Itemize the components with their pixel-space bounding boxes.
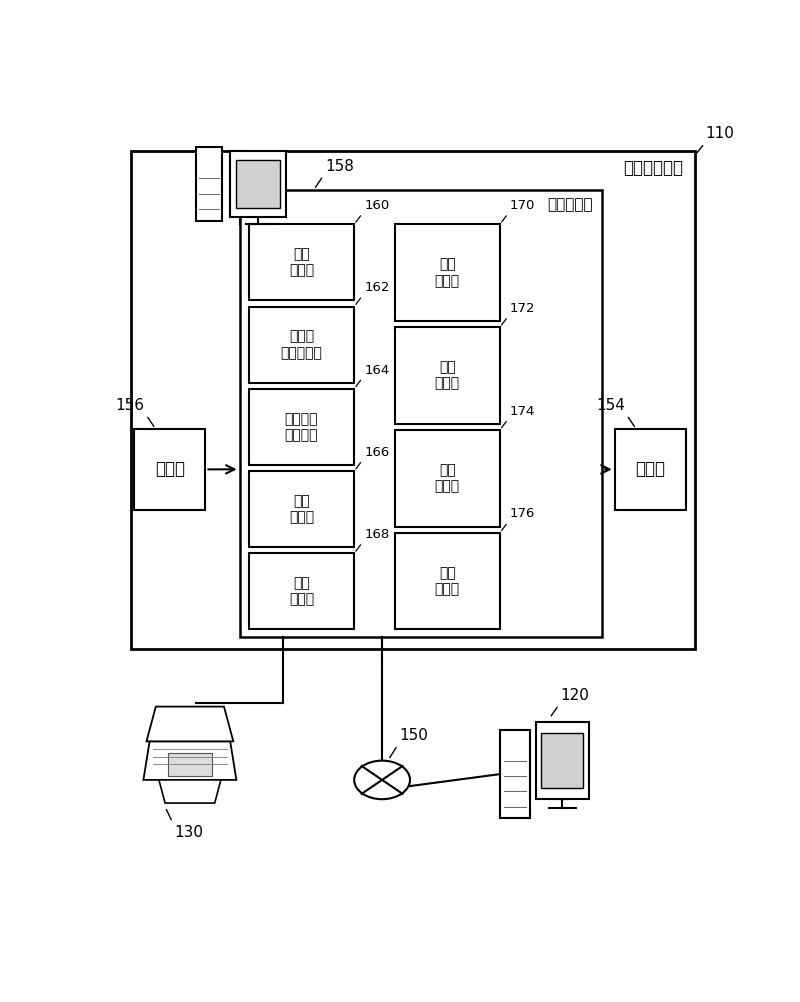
Text: 168: 168: [364, 528, 390, 541]
Text: 布局
生成部: 布局 生成部: [289, 247, 314, 278]
Bar: [394, 533, 500, 629]
Text: 120: 120: [561, 687, 590, 702]
Bar: [230, 151, 286, 216]
Text: 172: 172: [510, 302, 535, 315]
Ellipse shape: [354, 761, 410, 800]
Polygon shape: [146, 706, 234, 741]
Bar: [500, 729, 530, 819]
Text: 166: 166: [364, 446, 390, 459]
Text: 表单制作装置: 表单制作装置: [623, 159, 683, 176]
Bar: [249, 307, 354, 383]
Bar: [131, 151, 695, 648]
Bar: [249, 553, 354, 629]
Bar: [134, 429, 206, 510]
Text: 176: 176: [510, 507, 535, 520]
Text: 输出
控制部: 输出 控制部: [434, 463, 460, 493]
Bar: [394, 430, 500, 527]
Polygon shape: [143, 741, 237, 780]
Text: 操作部: 操作部: [154, 460, 185, 478]
Bar: [236, 160, 281, 207]
Text: 170: 170: [510, 199, 535, 212]
Text: 布局
发送部: 布局 发送部: [434, 258, 460, 288]
Text: 162: 162: [364, 282, 390, 295]
Text: 160: 160: [364, 199, 390, 212]
Text: 辅助
获取部: 辅助 获取部: [289, 494, 314, 524]
Bar: [536, 722, 589, 800]
Text: 158: 158: [325, 159, 354, 174]
Text: 150: 150: [399, 727, 428, 742]
Bar: [614, 429, 686, 510]
Text: 130: 130: [174, 825, 203, 840]
Text: 中央控制部: 中央控制部: [547, 197, 593, 212]
Bar: [249, 471, 354, 547]
Bar: [394, 224, 500, 321]
Text: 不使用
要素决定部: 不使用 要素决定部: [281, 330, 322, 360]
Text: 显示部: 显示部: [635, 460, 666, 478]
Bar: [168, 753, 211, 777]
Text: 参考用图
像生成部: 参考用图 像生成部: [285, 412, 318, 442]
Polygon shape: [159, 780, 221, 803]
Text: 154: 154: [596, 399, 625, 414]
Bar: [541, 732, 583, 789]
Bar: [239, 189, 602, 637]
Text: 数据
输出部: 数据 输出部: [434, 361, 460, 391]
Text: 读取
控制部: 读取 控制部: [434, 566, 460, 596]
Text: 164: 164: [364, 364, 390, 377]
Text: 基准
生成部: 基准 生成部: [289, 576, 314, 606]
Bar: [394, 328, 500, 424]
Bar: [249, 389, 354, 465]
Text: 156: 156: [115, 399, 144, 414]
Text: 110: 110: [706, 126, 734, 141]
Bar: [196, 147, 222, 220]
Bar: [249, 224, 354, 301]
Text: 174: 174: [510, 405, 535, 418]
